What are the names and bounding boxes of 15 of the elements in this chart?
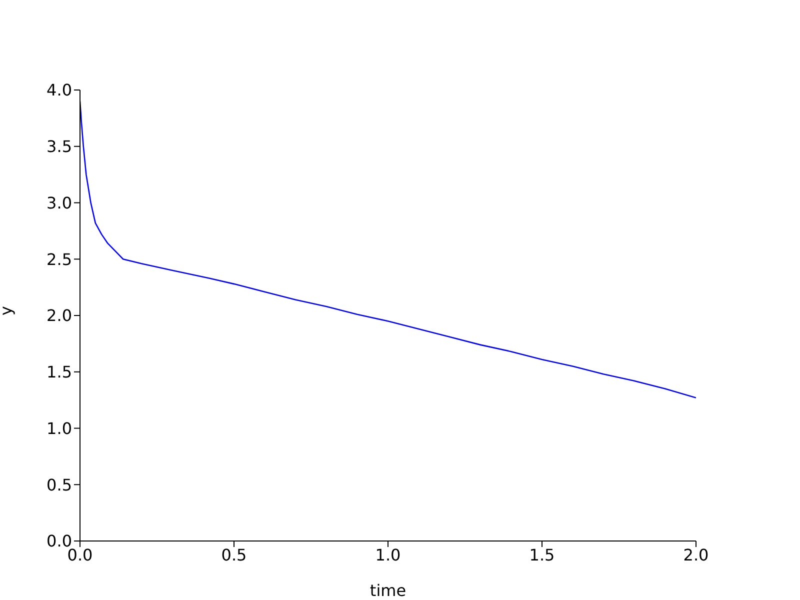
line-series — [80, 100, 696, 398]
y-tick-label: 3.0 — [46, 193, 72, 212]
y-tick-label: 1.5 — [46, 362, 72, 382]
x-tick-label: 1.0 — [375, 545, 401, 564]
x-tick-label: 1.5 — [529, 545, 555, 564]
y-axis-title: y — [0, 306, 16, 316]
y-tick-label: 1.0 — [46, 418, 72, 438]
x-tick-label: 0.5 — [221, 545, 247, 564]
x-axis-title: time — [370, 581, 406, 600]
y-tick-label: 2.5 — [46, 250, 72, 269]
y-tick-label: 0.5 — [46, 475, 72, 494]
y-tick-label: 4.0 — [46, 80, 72, 100]
x-tick-label: 2.0 — [683, 545, 709, 564]
y-tick-label: 2.0 — [46, 306, 72, 326]
y-tick-label: 3.5 — [46, 137, 72, 156]
